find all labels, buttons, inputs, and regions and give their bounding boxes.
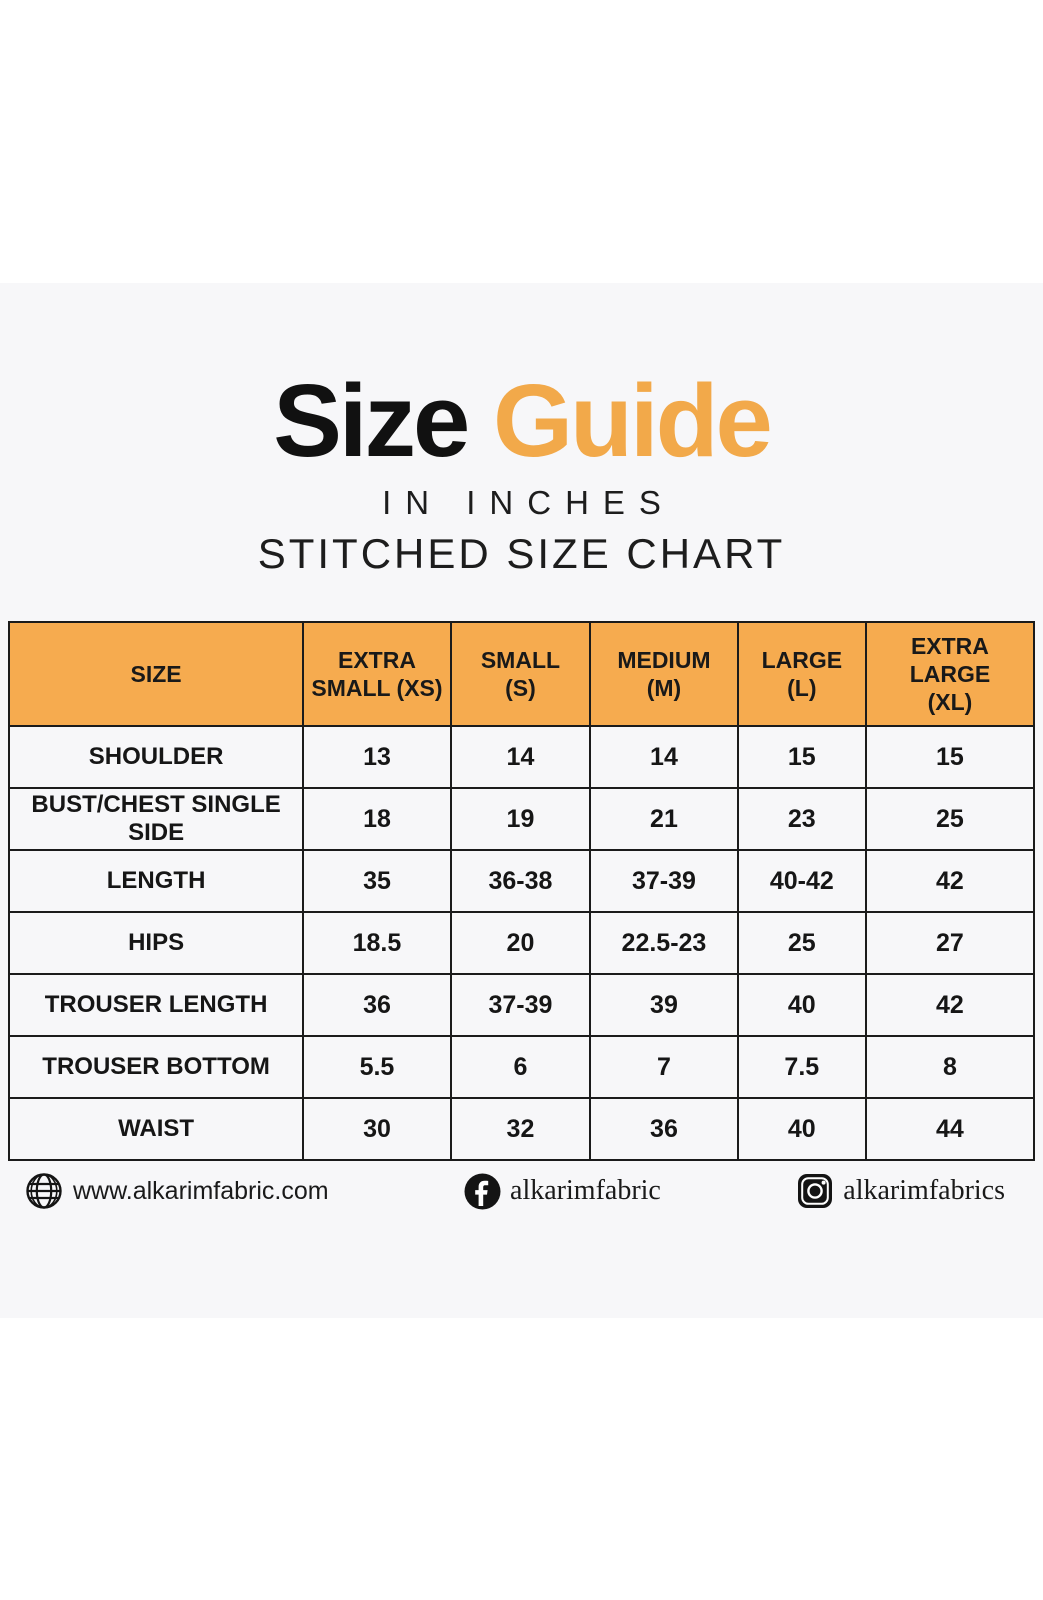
row-label-cell: TROUSER BOTTOM — [7, 1035, 305, 1100]
table-row: SHOULDER 13 14 14 15 15 — [7, 725, 1036, 790]
value-cell: 40 — [736, 1097, 867, 1162]
table-row: HIPS 18.5 20 22.5-23 25 27 — [7, 911, 1036, 976]
header-cell: MEDIUM (M) — [589, 620, 739, 728]
size-chart-table: SIZE EXTRA SMALL (XS) SMALL (S) MEDIUM (M) L… — [7, 620, 1036, 1162]
value-cell: 7.5 — [736, 1035, 867, 1100]
header-cell: EXTRA SMALL (XS) — [302, 620, 452, 728]
title-block: Size Guide IN INCHES STITCHED SIZE CHART — [0, 369, 1043, 578]
row-label-cell: HIPS — [7, 911, 305, 976]
value-cell: 14 — [589, 725, 739, 790]
facebook-icon — [464, 1173, 501, 1210]
title-word-size: Size — [273, 363, 470, 478]
value-cell: 40-42 — [736, 849, 867, 914]
instagram-icon — [796, 1172, 834, 1210]
value-cell: 25 — [736, 911, 867, 976]
facebook-handle: alkarimfabric — [510, 1175, 661, 1206]
value-cell: 6 — [449, 1035, 592, 1100]
website-url: www.alkarimfabric.com — [73, 1176, 329, 1205]
value-cell: 7 — [589, 1035, 739, 1100]
value-cell: 37-39 — [449, 973, 592, 1038]
subtitle-stitched-size-chart: STITCHED SIZE CHART — [257, 530, 786, 577]
value-cell: 19 — [449, 787, 592, 852]
value-cell: 25 — [864, 787, 1036, 852]
value-cell: 18 — [302, 787, 452, 852]
value-cell: 32 — [449, 1097, 592, 1162]
row-label-cell: TROUSER LENGTH — [7, 973, 305, 1038]
value-cell: 23 — [736, 787, 867, 852]
table-row: WAIST 30 32 36 40 44 — [7, 1097, 1036, 1162]
value-cell: 39 — [589, 973, 739, 1038]
row-label-cell: WAIST — [7, 1097, 305, 1162]
value-cell: 40 — [736, 973, 867, 1038]
row-label-cell: LENGTH — [7, 849, 305, 914]
row-label-cell: SHOULDER — [7, 725, 305, 790]
value-cell: 15 — [864, 725, 1036, 790]
row-label-cell: BUST/CHEST SINGLE SIDE — [7, 787, 305, 852]
value-cell: 14 — [449, 725, 592, 790]
value-cell: 5.5 — [302, 1035, 452, 1100]
value-cell: 35 — [302, 849, 452, 914]
value-cell: 37-39 — [589, 849, 739, 914]
header-cell: SMALL (S) — [449, 620, 592, 728]
value-cell: 42 — [864, 849, 1036, 914]
value-cell: 15 — [736, 725, 867, 790]
value-cell: 13 — [302, 725, 452, 790]
footer-instagram: alkarimfabrics — [796, 1172, 1005, 1210]
value-cell: 36-38 — [449, 849, 592, 914]
footer-facebook: alkarimfabric — [464, 1173, 661, 1210]
value-cell: 30 — [302, 1097, 452, 1162]
page-title: Size Guide — [0, 369, 1043, 472]
globe-icon — [24, 1171, 64, 1211]
header-cell: SIZE — [7, 620, 305, 728]
value-cell: 8 — [864, 1035, 1036, 1100]
title-word-guide: Guide — [492, 363, 773, 478]
value-cell: 22.5-23 — [589, 911, 739, 976]
header-cell: EXTRA LARGE (XL) — [864, 620, 1036, 728]
content-band: Size Guide IN INCHES STITCHED SIZE CHART… — [0, 283, 1043, 1318]
header-row: SIZE EXTRA SMALL (XS) SMALL (S) MEDIUM (M) L… — [7, 620, 1036, 728]
value-cell: 18.5 — [302, 911, 452, 976]
table-row: TROUSER LENGTH 36 37-39 39 40 42 — [7, 973, 1036, 1038]
instagram-handle: alkarimfabrics — [843, 1175, 1005, 1206]
value-cell: 36 — [589, 1097, 739, 1162]
footer: www.alkarimfabric.com alkarimfabric — [0, 1167, 1043, 1215]
table-row: TROUSER BOTTOM 5.5 6 7 7.5 8 — [7, 1035, 1036, 1100]
value-cell: 42 — [864, 973, 1036, 1038]
value-cell: 27 — [864, 911, 1036, 976]
table-row: LENGTH 35 36-38 37-39 40-42 42 — [7, 849, 1036, 914]
header-cell: LARGE (L) — [736, 620, 867, 728]
value-cell: 36 — [302, 973, 452, 1038]
value-cell: 21 — [589, 787, 739, 852]
footer-website: www.alkarimfabric.com — [24, 1171, 329, 1211]
subtitle-in-inches: IN INCHES — [382, 484, 675, 521]
table-row: BUST/CHEST SINGLE SIDE 18 19 21 23 25 — [7, 787, 1036, 852]
value-cell: 44 — [864, 1097, 1036, 1162]
value-cell: 20 — [449, 911, 592, 976]
